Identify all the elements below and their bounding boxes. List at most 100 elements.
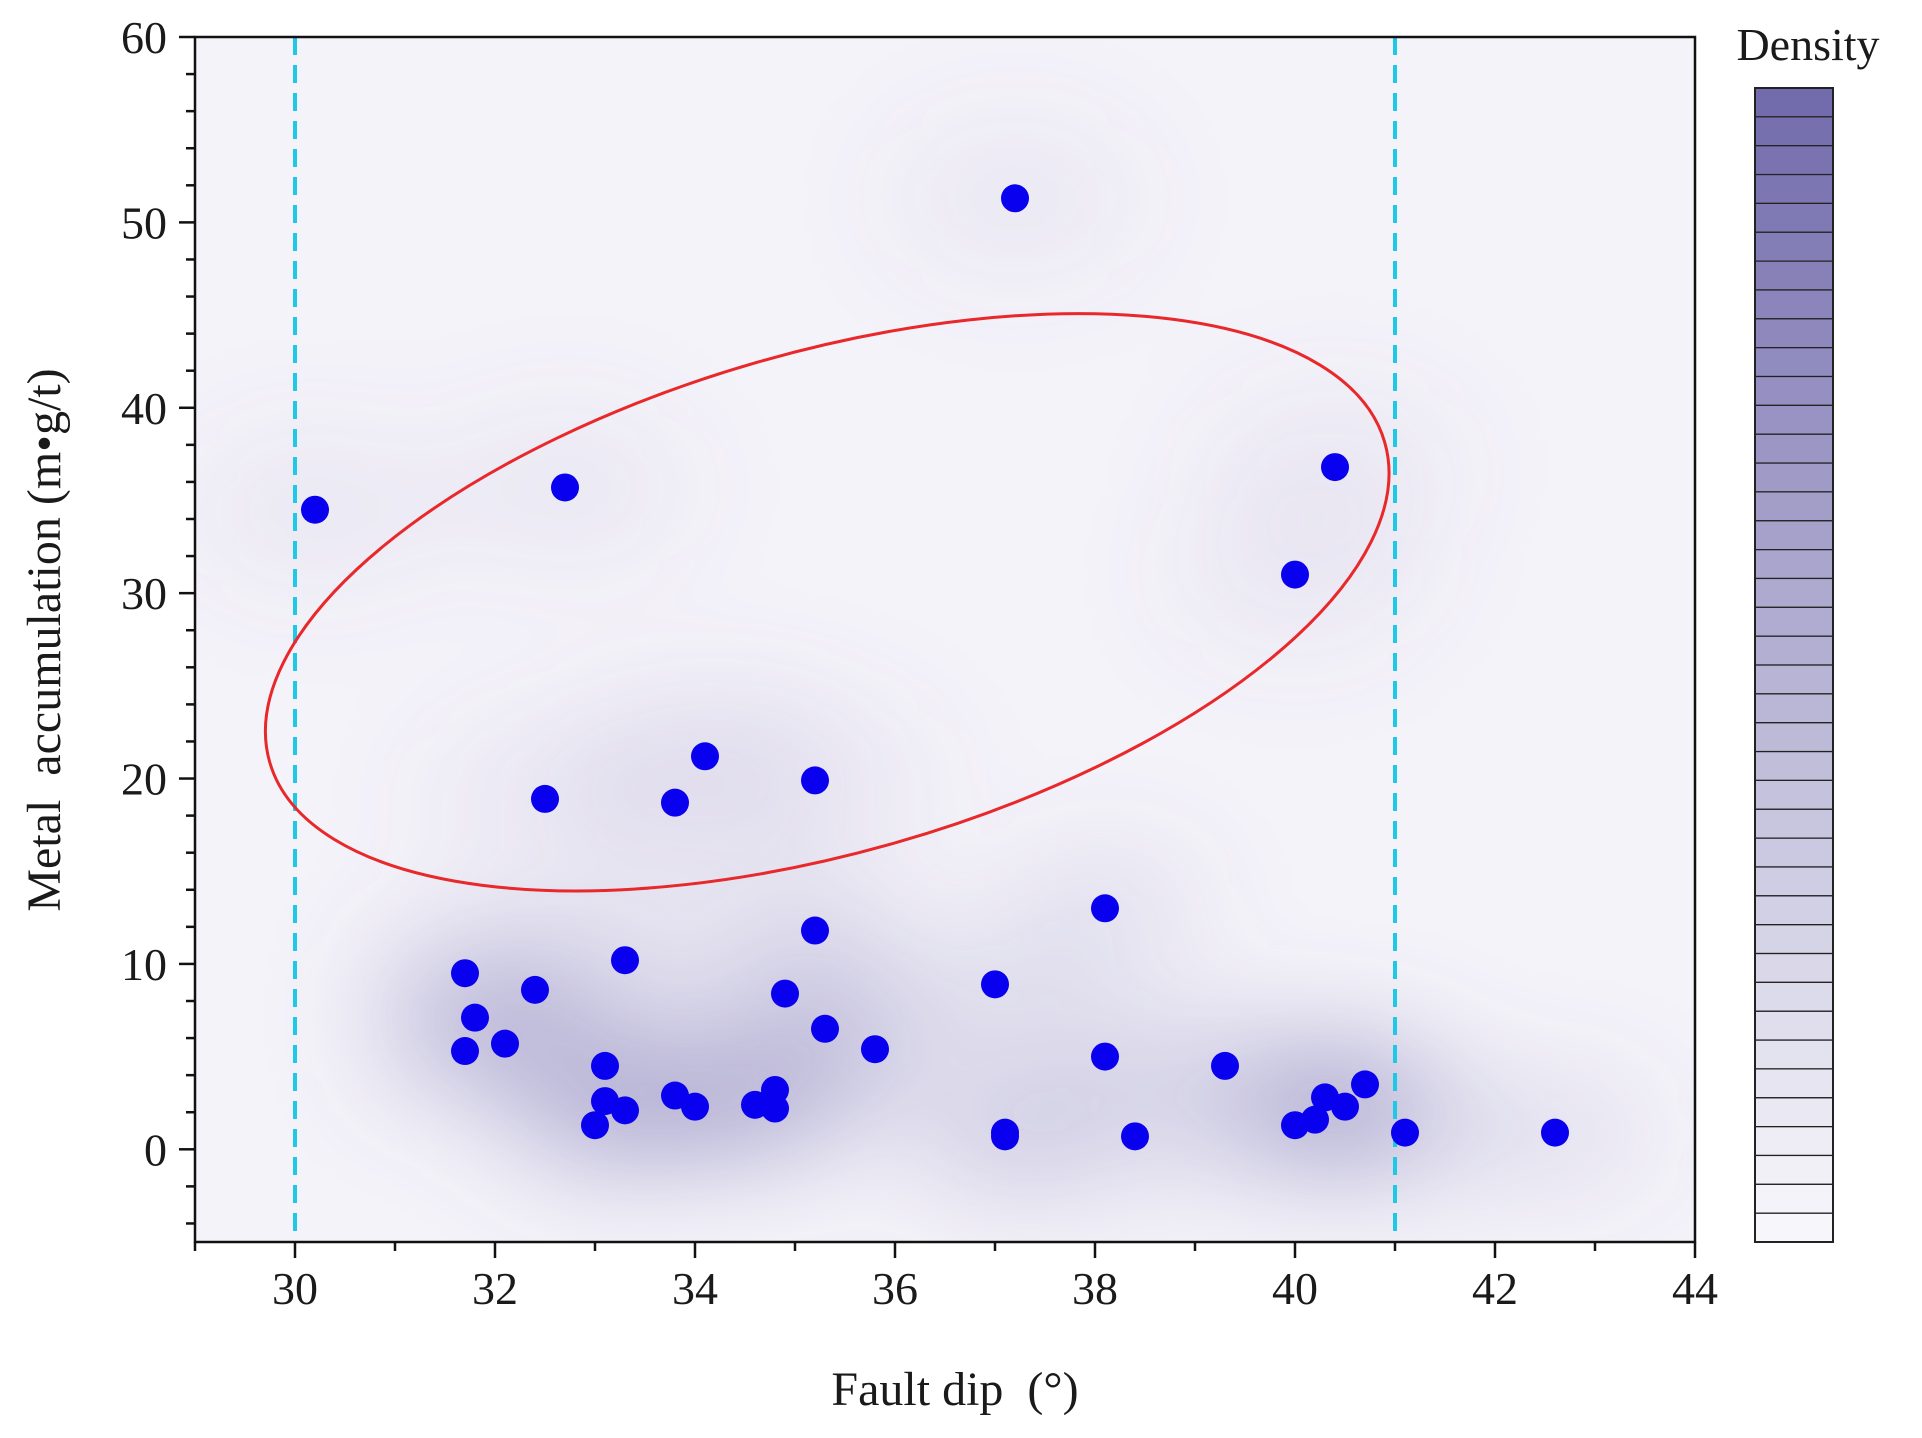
y-tick-label: 50 xyxy=(121,197,167,248)
data-point xyxy=(761,1094,789,1123)
data-point xyxy=(1001,184,1029,213)
data-point xyxy=(691,742,719,771)
y-tick-label: 40 xyxy=(121,383,167,434)
x-tick-label: 36 xyxy=(872,1263,918,1314)
data-point xyxy=(1331,1092,1359,1121)
colorbar xyxy=(1754,87,1834,1243)
data-point xyxy=(771,979,799,1008)
colorbar-level xyxy=(1754,375,1834,406)
data-point xyxy=(1211,1051,1239,1080)
x-tick-label: 40 xyxy=(1272,1263,1318,1314)
x-tick-label: 42 xyxy=(1472,1263,1518,1314)
data-point xyxy=(681,1092,709,1121)
colorbar-level xyxy=(1754,952,1834,983)
data-point xyxy=(531,784,559,813)
colorbar-level xyxy=(1754,808,1834,839)
data-point xyxy=(981,970,1009,999)
data-point xyxy=(491,1029,519,1058)
y-tick-label: 30 xyxy=(121,568,167,619)
colorbar-level xyxy=(1754,1154,1834,1185)
data-point xyxy=(661,788,689,817)
density-field xyxy=(195,118,1650,1187)
plot-frame xyxy=(193,35,1697,1244)
x-tick-label: 32 xyxy=(472,1263,518,1314)
colorbar-level xyxy=(1754,260,1834,291)
colorbar-level xyxy=(1754,1010,1834,1041)
colorbar-frame xyxy=(1754,87,1834,1243)
colorbar-level xyxy=(1754,202,1834,233)
data-point xyxy=(801,766,829,795)
data-point xyxy=(1391,1118,1419,1147)
highlight-ellipse-layer xyxy=(263,312,1391,893)
colorbar-level xyxy=(1754,924,1834,955)
colorbar-level xyxy=(1754,1097,1834,1128)
colorbar-level xyxy=(1754,1125,1834,1157)
colorbar-level xyxy=(1754,1183,1834,1214)
x-tick-label: 44 xyxy=(1672,1263,1718,1314)
colorbar-level xyxy=(1754,635,1834,666)
colorbar-level xyxy=(1754,173,1834,205)
colorbar-level xyxy=(1754,693,1834,724)
y-tick-label: 10 xyxy=(121,939,167,990)
data-point xyxy=(1541,1118,1569,1147)
colorbar-level xyxy=(1754,895,1834,926)
data-point xyxy=(611,1096,639,1125)
colorbar-level xyxy=(1754,664,1834,695)
data-point xyxy=(1351,1070,1379,1099)
colorbar-level xyxy=(1754,750,1834,781)
data-point xyxy=(451,959,479,988)
colorbar-level xyxy=(1754,779,1834,810)
data-point xyxy=(1281,560,1309,589)
colorbar-level xyxy=(1754,491,1834,522)
data-point xyxy=(301,495,329,524)
data-point xyxy=(451,1037,479,1066)
colorbar-level xyxy=(1754,1039,1834,1070)
colorbar-level xyxy=(1754,347,1834,378)
data-points xyxy=(301,184,1569,1151)
data-point xyxy=(801,916,829,945)
colorbar-level xyxy=(1754,433,1834,464)
colorbar-level xyxy=(1754,289,1834,320)
data-point xyxy=(611,946,639,975)
data-point xyxy=(811,1014,839,1043)
colorbar-level xyxy=(1754,231,1834,262)
data-point xyxy=(1091,894,1119,923)
colorbar-level xyxy=(1754,116,1834,147)
colorbar-level xyxy=(1754,606,1834,637)
data-point xyxy=(991,1122,1019,1151)
x-tick-label: 38 xyxy=(1072,1263,1118,1314)
data-point xyxy=(461,1003,489,1032)
colorbar-level xyxy=(1754,520,1834,551)
density-layer xyxy=(195,118,1650,1187)
axes: 30 32 34 36 38 40 42 44 0 10 20 30 40 50 60 xyxy=(121,12,1718,1314)
colorbar-level xyxy=(1754,462,1834,493)
colorbar-level xyxy=(1754,1068,1834,1099)
x-axis-label: Fault dip (°) xyxy=(831,1363,1078,1416)
colorbar-level xyxy=(1754,866,1834,897)
colorbar-level xyxy=(1754,981,1834,1012)
data-point xyxy=(521,975,549,1004)
x-tick-label: 30 xyxy=(272,1263,318,1314)
data-point xyxy=(591,1051,619,1080)
data-point xyxy=(1321,453,1349,482)
data-point xyxy=(1301,1105,1329,1134)
colorbar-level xyxy=(1754,1212,1834,1243)
colorbar-level xyxy=(1754,87,1834,118)
colorbar-level xyxy=(1754,145,1834,176)
x-tick-label: 34 xyxy=(672,1263,718,1314)
highlight-ellipse xyxy=(263,312,1391,893)
colorbar-level xyxy=(1754,837,1834,868)
y-axis-label: Metal accumulation (m•g/t) xyxy=(18,368,71,911)
colorbar-level xyxy=(1754,577,1834,608)
colorbar-level xyxy=(1754,404,1834,435)
colorbar-label: Density xyxy=(1736,19,1879,70)
y-tick-label: 0 xyxy=(144,1124,167,1175)
colorbar-level xyxy=(1754,318,1834,349)
colorbar-level xyxy=(1754,722,1834,753)
data-point xyxy=(581,1111,609,1140)
data-point xyxy=(551,473,579,502)
y-tick-label: 20 xyxy=(121,754,167,805)
data-point xyxy=(861,1035,889,1064)
